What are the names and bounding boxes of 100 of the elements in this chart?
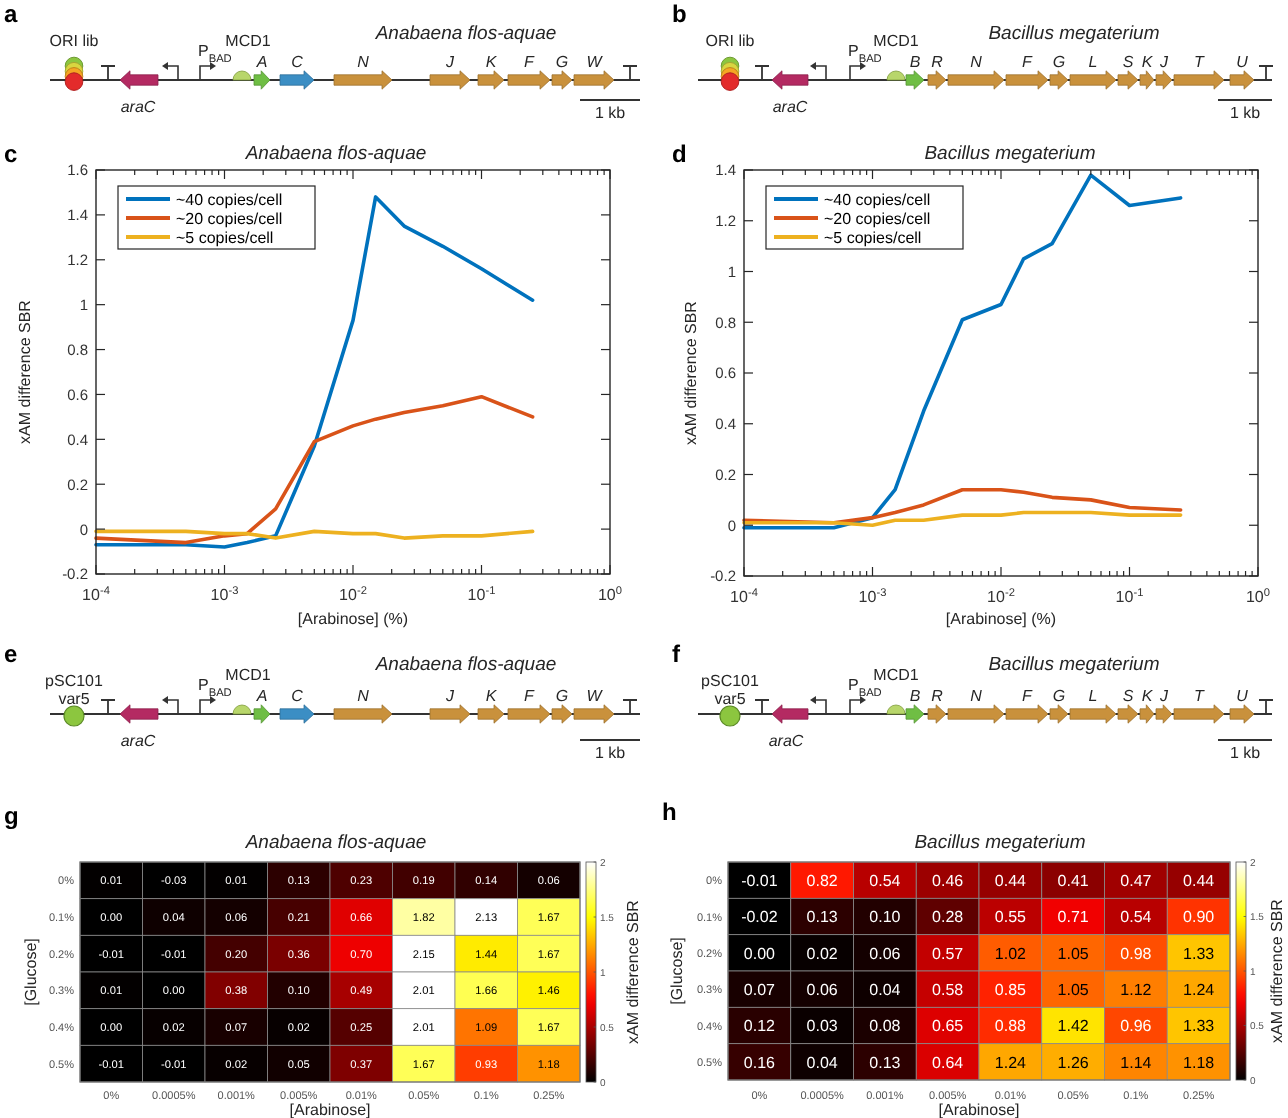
text: G: [555, 687, 569, 705]
data-label: 0.08: [869, 1017, 902, 1036]
data-label: 1.05: [1057, 944, 1090, 963]
x-tick-label: 10$^{0}$: [1245, 588, 1271, 606]
legend-label: ~20 copies/cell: [176, 209, 283, 228]
text: h: [662, 798, 677, 826]
text: 1 kb: [1229, 104, 1262, 122]
y-axis-title: xAM difference SBR: [682, 300, 700, 445]
data-label: 0.46: [932, 871, 965, 890]
text: G: [1052, 687, 1066, 705]
data-label: 1.05: [1057, 980, 1090, 999]
text: MCD1: [225, 32, 272, 50]
data-label: 1.18: [1183, 1053, 1216, 1072]
text: J: [1158, 53, 1170, 71]
data-label: 0.55: [994, 908, 1028, 927]
text: f: [672, 640, 682, 668]
data-label: 0.03: [806, 1017, 839, 1036]
text: 1 kb: [1229, 744, 1262, 762]
text: G: [1052, 53, 1066, 71]
text: C: [291, 687, 304, 705]
text: W: [586, 687, 605, 705]
data-label: 0.02: [806, 944, 839, 963]
text: pSC101: [45, 672, 104, 690]
text: pSC101: [701, 672, 760, 690]
text: U: [1236, 53, 1249, 71]
text: MCD1: [225, 666, 272, 684]
text: Bacillus megaterium: [988, 23, 1160, 45]
text: K: [1141, 53, 1154, 71]
y-axis-title: xAM difference SBR: [16, 299, 34, 444]
data-label: 1.24: [994, 1053, 1028, 1072]
x-tick-label: 10$^{-2}$: [339, 586, 367, 604]
text: araC: [120, 732, 156, 750]
text: MCD1: [873, 32, 920, 50]
text: F: [1022, 687, 1035, 705]
text: MCD1: [873, 666, 920, 684]
data-label: 1.12: [1120, 980, 1153, 999]
x-tick-label: 10$^{-4}$: [730, 588, 758, 606]
data-label: 0.06: [869, 944, 902, 963]
data-label: 0.96: [1120, 1017, 1153, 1036]
x-axis-title: [Arabinose] (%): [297, 610, 409, 628]
data-label: -0.02: [741, 908, 779, 927]
text: N: [970, 53, 983, 71]
data-label: 0.82: [806, 871, 839, 890]
data-label: 1.42: [1057, 1017, 1090, 1036]
text: K: [485, 53, 498, 71]
data-label: 1.14: [1120, 1053, 1153, 1072]
legend-label: ~5 copies/cell: [824, 228, 922, 247]
text: G: [555, 53, 569, 71]
text: T: [1194, 687, 1207, 705]
data-label: 0.41: [1057, 871, 1090, 890]
data-label: 0.12: [743, 1017, 777, 1036]
x-tick-label: 10$^{-2}$: [987, 588, 1015, 606]
text: N: [357, 687, 370, 705]
text: L: [1088, 53, 1098, 71]
x-tick-label: 10$^{-1}$: [1115, 588, 1144, 606]
text: R: [931, 687, 944, 705]
x-axis-title: [Arabinose] (%): [945, 610, 1057, 628]
data-label: 0.04: [869, 980, 902, 999]
text: F: [524, 53, 537, 71]
data-label: 0.58: [932, 980, 965, 999]
x-tick-label: 10$^{0}$: [597, 586, 623, 604]
text: J: [444, 687, 456, 705]
color-bar-title: xAM difference SBR: [624, 899, 642, 1044]
data-label: 1.02: [994, 944, 1028, 963]
data-label: 0.47: [1120, 871, 1153, 890]
y-axis-title: [Glucose]: [668, 937, 686, 1005]
data-label: -0.01: [741, 871, 779, 890]
data-label: 0.44: [994, 871, 1028, 890]
text: araC: [772, 98, 808, 116]
data-label: 0.00: [743, 944, 777, 963]
text: ORI lib: [49, 32, 100, 50]
data-label: 0.04: [806, 1053, 839, 1072]
text: N: [970, 687, 983, 705]
text: araC: [768, 732, 804, 750]
text: T: [1194, 53, 1207, 71]
text: araC: [120, 98, 156, 116]
data-label: 0.44: [1183, 871, 1216, 890]
data-label: 1.33: [1183, 1017, 1216, 1036]
data-label: 0.07: [743, 980, 777, 999]
text: B: [909, 687, 922, 705]
text: Anabaena flos-aquae: [373, 23, 557, 45]
text: R: [931, 53, 944, 71]
data-label: 0.54: [869, 871, 902, 890]
chart-title: Bacillus megaterium: [914, 832, 1086, 854]
x-tick-label: 10$^{-1}$: [467, 586, 496, 604]
data-label: 0.10: [869, 908, 902, 927]
text: Bacillus megaterium: [988, 654, 1160, 676]
x-axis-title: [Arabinose]: [938, 1101, 1020, 1118]
text: N: [357, 53, 370, 71]
text: A: [254, 687, 268, 705]
text: e: [4, 640, 18, 668]
x-tick-label: 10$^{-3}$: [210, 586, 239, 604]
data-label: 0.71: [1057, 908, 1090, 927]
data-label: 0.54: [1120, 908, 1153, 927]
data-label: 0.06: [806, 980, 839, 999]
text: L: [1088, 687, 1098, 705]
text: J: [444, 53, 456, 71]
legend-label: ~20 copies/cell: [824, 209, 931, 228]
data-label: 0.98: [1120, 944, 1153, 963]
legend-label: ~40 copies/cell: [824, 190, 931, 209]
